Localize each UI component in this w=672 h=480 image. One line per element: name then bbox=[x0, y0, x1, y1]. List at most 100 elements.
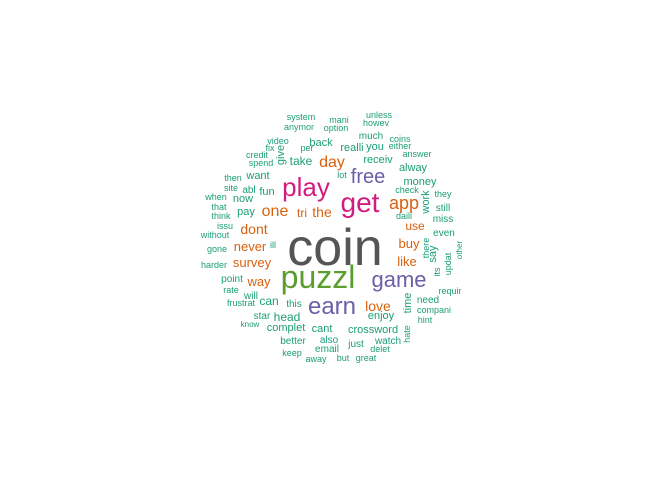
word-but: but bbox=[337, 353, 350, 363]
word-hint: hint bbox=[418, 315, 433, 325]
word-mani: mani bbox=[329, 115, 349, 125]
word-site: site bbox=[224, 183, 238, 193]
word-one: one bbox=[262, 203, 289, 220]
word-delet: delet bbox=[370, 344, 390, 354]
word-there: there bbox=[421, 238, 431, 259]
word-fun: fun bbox=[259, 186, 274, 198]
word-daili: daili bbox=[396, 211, 412, 221]
word-abl: abl bbox=[242, 185, 255, 196]
word-pay: pay bbox=[237, 206, 255, 218]
word-enjoy: enjoy bbox=[368, 310, 395, 322]
word-unless: unless bbox=[366, 110, 393, 120]
word-head: head bbox=[274, 310, 301, 324]
word-cant: cant bbox=[312, 323, 333, 335]
word-this: this bbox=[286, 299, 302, 310]
word-still: still bbox=[436, 203, 450, 214]
word-rate: rate bbox=[223, 285, 239, 295]
word-hate: hate bbox=[402, 325, 412, 343]
word-they: they bbox=[434, 189, 452, 199]
word-survey: survey bbox=[233, 255, 272, 270]
word-issu: issu bbox=[217, 221, 233, 231]
word-either: either bbox=[389, 141, 412, 151]
word-receiv: receiv bbox=[363, 154, 393, 166]
word-want: want bbox=[245, 170, 269, 182]
word-fix: fix bbox=[266, 143, 276, 153]
word-earn: earn bbox=[308, 293, 356, 320]
word-coin: coin bbox=[287, 219, 382, 277]
word-just: just bbox=[347, 339, 364, 350]
word-use: use bbox=[405, 219, 425, 233]
word-money: money bbox=[403, 176, 437, 188]
word-work: work bbox=[420, 190, 432, 215]
word-requir: requir bbox=[438, 286, 461, 296]
word-other: other bbox=[455, 241, 464, 260]
word-answer: answer bbox=[402, 149, 431, 159]
word-coins: coins bbox=[389, 134, 411, 144]
word-buy: buy bbox=[399, 236, 420, 251]
word-star: star bbox=[254, 311, 271, 322]
word-dont: dont bbox=[240, 221, 267, 237]
word-also: also bbox=[320, 335, 339, 346]
word-app: app bbox=[389, 193, 419, 213]
word-its: its bbox=[432, 267, 442, 277]
word-get: get bbox=[341, 187, 380, 218]
word-when: when bbox=[204, 192, 227, 202]
word-realli: realli bbox=[340, 142, 363, 154]
word-better: better bbox=[280, 336, 306, 347]
word-much: much bbox=[359, 131, 383, 142]
word-play: play bbox=[282, 172, 330, 202]
word-frustrat: frustrat bbox=[227, 298, 256, 308]
word-spend: spend bbox=[249, 158, 274, 168]
word-video: video bbox=[267, 136, 289, 146]
word-free: free bbox=[351, 166, 385, 188]
word-option: option bbox=[324, 123, 349, 133]
word-take: take bbox=[290, 154, 313, 168]
word-alway: alway bbox=[399, 162, 428, 174]
word-give: give bbox=[275, 145, 287, 165]
word-day: day bbox=[319, 154, 345, 171]
word-tri: tri bbox=[297, 206, 307, 220]
word-per: per bbox=[300, 143, 313, 153]
word-the: the bbox=[312, 204, 332, 220]
word-great: great bbox=[356, 353, 377, 363]
word-can: can bbox=[259, 294, 278, 308]
word-compani: compani bbox=[417, 305, 451, 315]
word-way: way bbox=[246, 274, 271, 289]
word-point: point bbox=[221, 274, 243, 285]
word-gone: gone bbox=[207, 244, 227, 254]
word-puzzl: puzzl bbox=[281, 259, 356, 295]
word-updat: updat bbox=[443, 252, 453, 275]
word-keep: keep bbox=[282, 348, 302, 358]
word-harder: harder bbox=[201, 260, 227, 270]
word-watch: watch bbox=[374, 336, 401, 347]
word-need: need bbox=[417, 295, 439, 306]
word-that: that bbox=[211, 202, 227, 212]
word-miss: miss bbox=[433, 214, 454, 225]
word-without: without bbox=[200, 230, 230, 240]
word-you: you bbox=[366, 141, 384, 153]
word-check: check bbox=[395, 185, 419, 195]
word-away: away bbox=[305, 354, 327, 364]
word-time: time bbox=[402, 293, 414, 314]
word-complet: complet bbox=[267, 322, 306, 334]
word-then: then bbox=[224, 173, 242, 183]
word-even: even bbox=[433, 228, 455, 239]
word-will: will bbox=[243, 291, 258, 302]
word-anymor: anymor bbox=[284, 122, 314, 132]
word-lot: lot bbox=[337, 170, 347, 180]
word-system: system bbox=[287, 112, 316, 122]
word-crossword: crossword bbox=[348, 324, 398, 336]
word-like: like bbox=[397, 254, 417, 269]
word-love: love bbox=[365, 298, 391, 314]
word-email: email bbox=[315, 344, 339, 355]
word-howev: howev bbox=[363, 118, 390, 128]
word-back: back bbox=[309, 137, 333, 149]
word-credit: credit bbox=[246, 150, 269, 160]
word-never: never bbox=[234, 239, 267, 254]
word-think: think bbox=[211, 211, 231, 221]
word-ill: ill bbox=[270, 240, 276, 250]
word-game: game bbox=[371, 267, 426, 292]
word-say: say bbox=[427, 245, 439, 263]
word-know: know bbox=[241, 320, 260, 329]
